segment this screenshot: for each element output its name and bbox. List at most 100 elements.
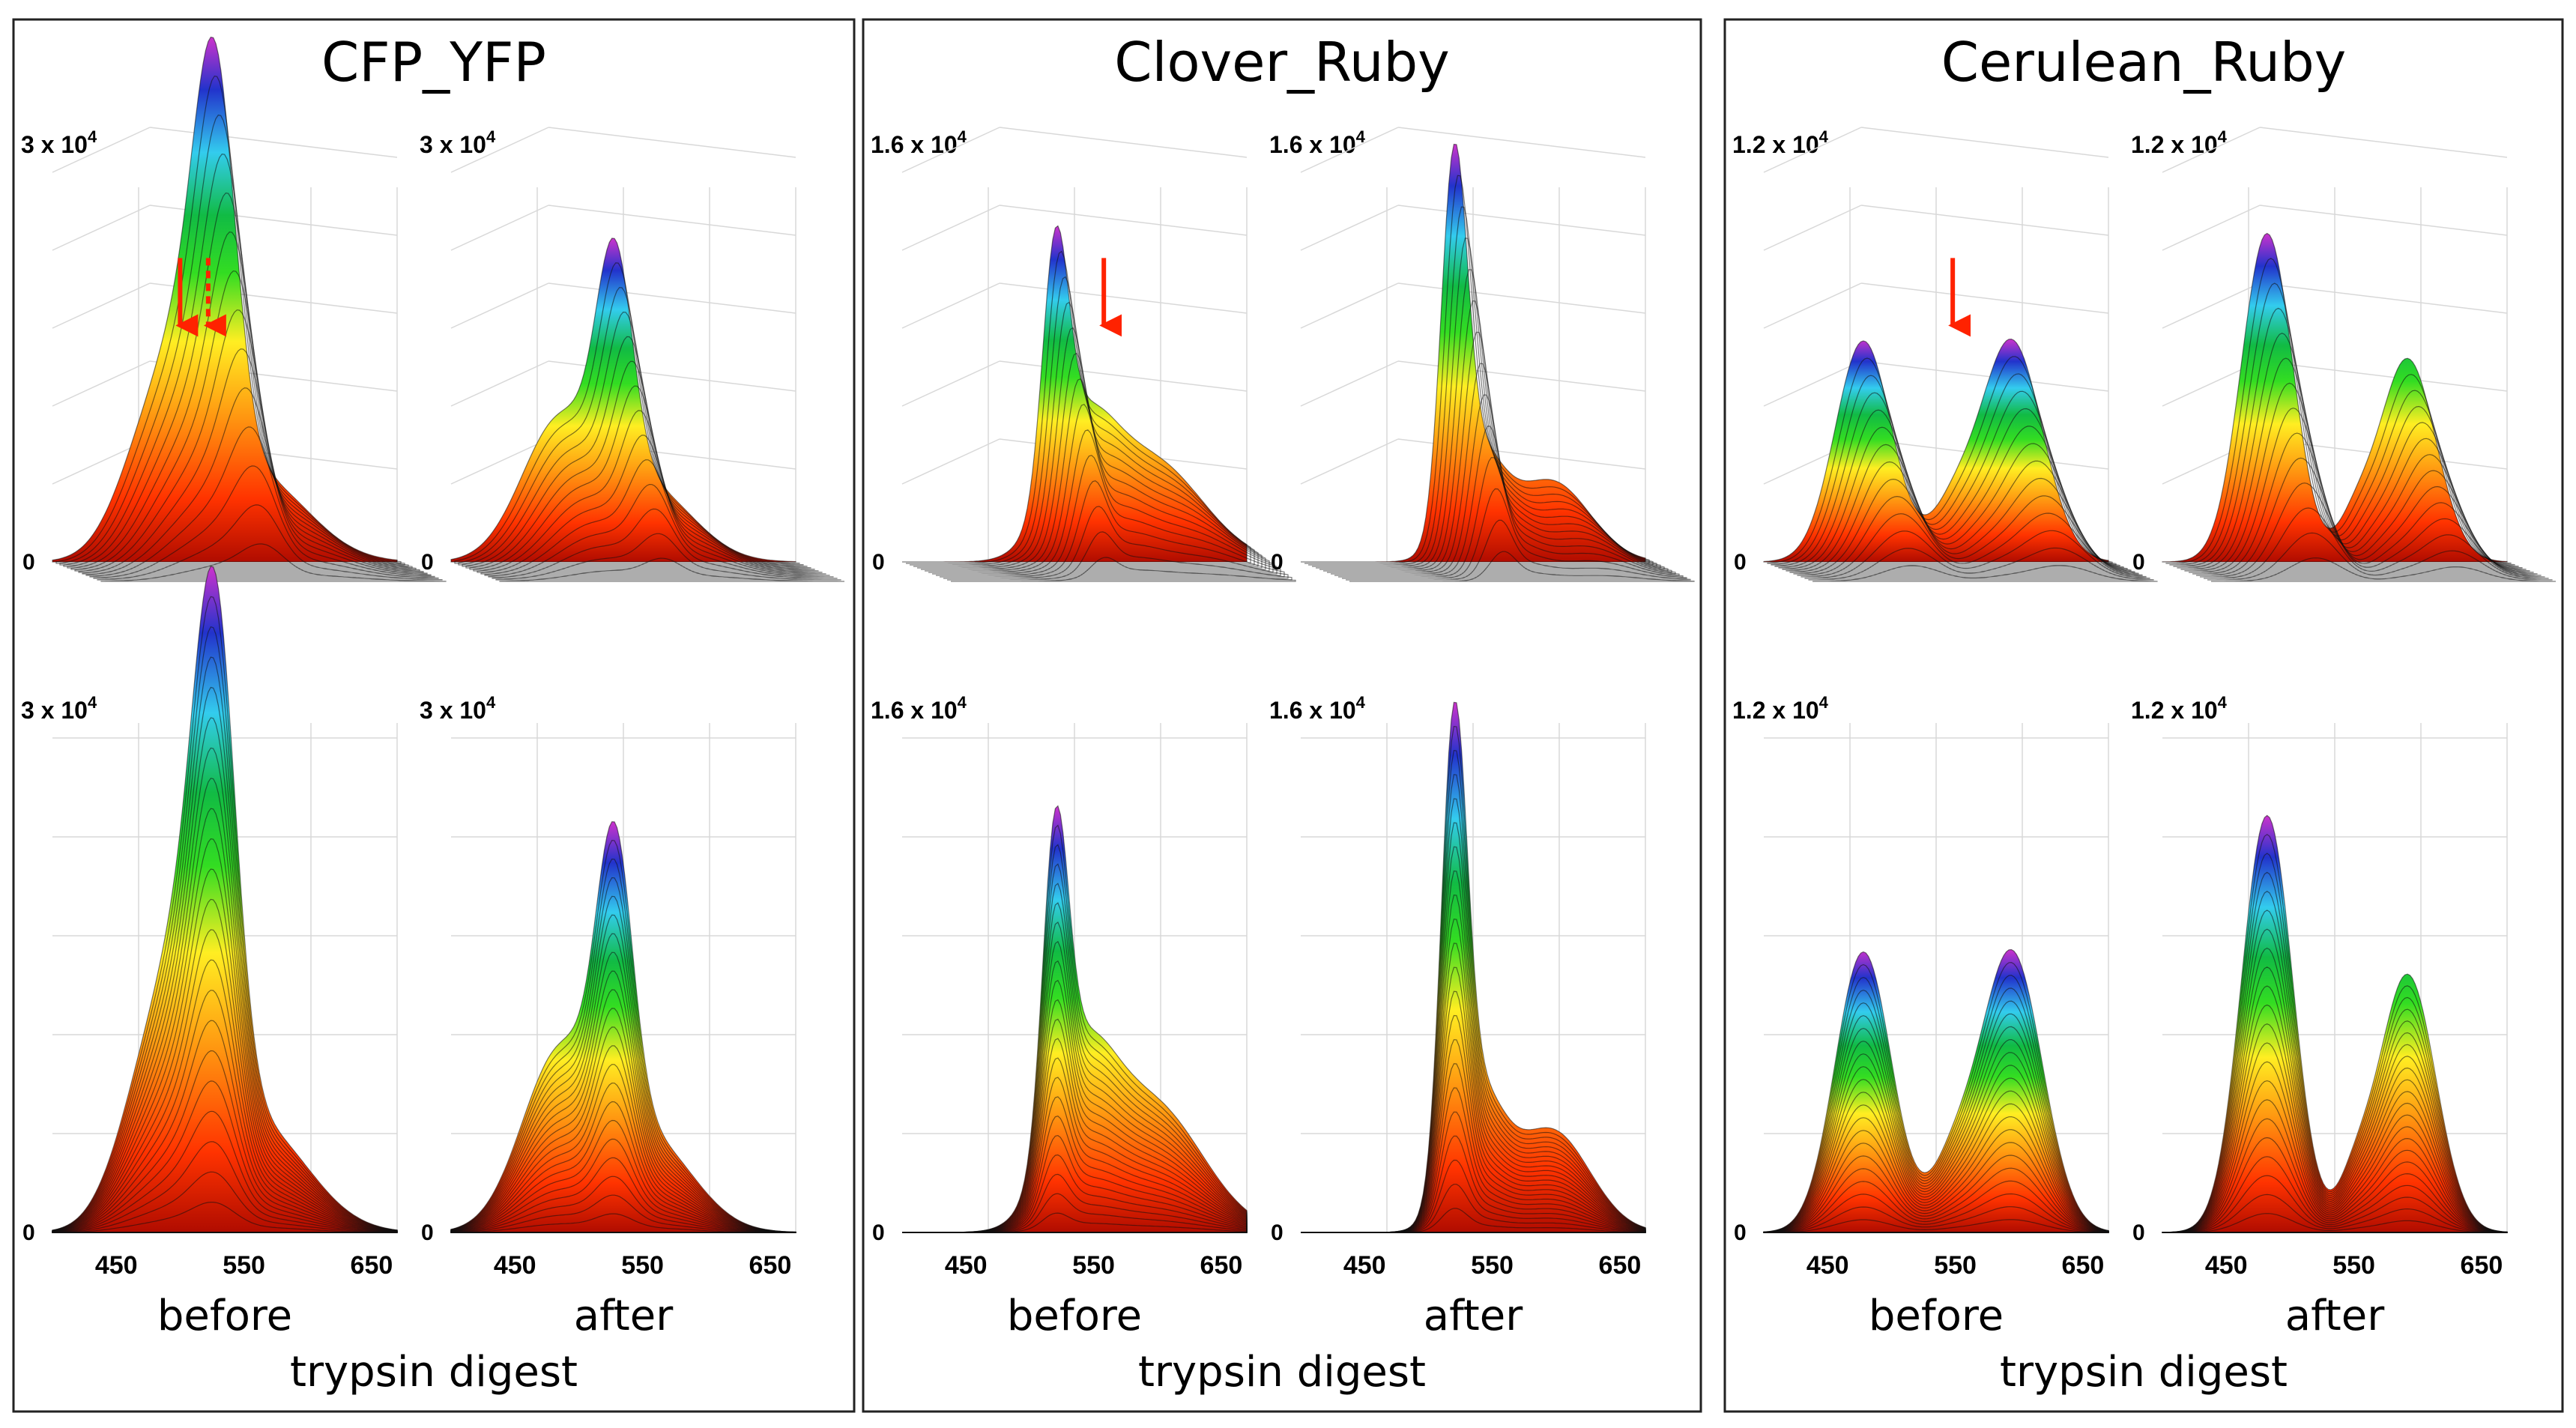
spectrum-layer: [2162, 928, 2508, 1233]
digest-label: trypsin digest: [2000, 1348, 2288, 1397]
x-tick-label: 550: [223, 1251, 265, 1280]
y-zero-label: 0: [1271, 550, 1284, 575]
spectrum-layer: [52, 1080, 398, 1233]
spectrum-layer: [2162, 1061, 2508, 1233]
y-max-exponent: 4: [1819, 127, 1829, 146]
spectrum-layer: [2162, 947, 2508, 1233]
spectrum-layer: [2173, 307, 2519, 567]
gridline: [999, 205, 1248, 236]
gridline: [901, 438, 1000, 485]
y-max-exponent: 4: [88, 127, 97, 146]
digest-label: trypsin digest: [290, 1348, 578, 1397]
spectrum-layer: [469, 360, 815, 570]
spectrum-layer: [1301, 1208, 1646, 1233]
spectrum-layer: [1793, 477, 2139, 575]
spectrum-layer: [52, 898, 398, 1233]
spectrum-layer: [488, 483, 834, 578]
spectrum-layer: [52, 36, 398, 563]
y-max-exponent: 4: [486, 693, 496, 712]
panel-title: Clover_Ruby: [1114, 31, 1450, 94]
spectrum-layer: [925, 378, 1270, 572]
surface-front-view: 1.2 x 104 0 450 550 650: [1732, 693, 2109, 1280]
spectrum-layer: [465, 336, 811, 569]
spectrum-layer: [2162, 1118, 2508, 1233]
spectrum-layer: [1763, 1206, 2109, 1233]
spectrum-layer: [2162, 871, 2508, 1233]
spectrum-layer: [495, 533, 841, 581]
x-tick-label: 450: [945, 1251, 988, 1280]
gridline: [450, 282, 549, 329]
spectrum-layer: [2162, 890, 2508, 1233]
subplot-before: 1.2 x 104 0 1.2 x 104 0 450 550 650 before: [1732, 127, 2158, 1340]
gridline: [1763, 282, 1862, 329]
x-tick-label: 650: [351, 1251, 393, 1280]
spectrum-layer: [1763, 949, 2109, 1233]
spectrum-layer: [2162, 853, 2508, 1233]
spectrum-layer: [928, 403, 1274, 573]
gridline: [901, 282, 1000, 329]
gridline: [1300, 282, 1399, 329]
gridline: [2259, 127, 2508, 158]
spectrum-layer: [1763, 1038, 2109, 1233]
spectrum-layer: [910, 276, 1255, 566]
spectrum-layer: [52, 1110, 398, 1233]
y-max-label: 3 x 104: [420, 693, 496, 724]
x-tick-label: 650: [749, 1251, 792, 1280]
spectrum-layer: [2162, 1099, 2508, 1233]
spectrum-layer: [2192, 432, 2538, 575]
gridline: [1860, 127, 2109, 158]
spectrum-layer: [1763, 338, 2109, 563]
spectrum-layer: [1763, 975, 2109, 1233]
y-zero-label: 0: [872, 550, 885, 575]
surface-3d-view: 1.2 x 104 0: [2131, 127, 2556, 582]
spectrum-layer: [902, 225, 1248, 563]
spectrum-layer: [1349, 551, 1695, 582]
spectrum-layer: [52, 990, 398, 1233]
spectrum-layer: [52, 1202, 398, 1233]
spectrum-layer: [52, 868, 398, 1233]
spectrum-layer: [1801, 512, 2147, 578]
gridline: [149, 127, 398, 158]
spectrum-layer: [1342, 488, 1687, 579]
subplot-before: 3 x 104 0 3 x 104 0 450 550 650 before: [21, 36, 447, 1340]
y-max-exponent: 4: [1356, 693, 1366, 712]
spectrum-layer: [1763, 1155, 2109, 1233]
spectrum-layer: [2204, 507, 2549, 579]
y-zero-label: 0: [22, 550, 35, 575]
spectrum-layer: [943, 506, 1289, 579]
spectrum-layer: [2169, 282, 2515, 566]
gridline: [1397, 282, 1646, 314]
spectrum-layer: [477, 410, 823, 573]
spectrum-layer: [52, 566, 398, 1233]
y-max-label: 3 x 104: [420, 127, 496, 158]
surface-front-view: 3 x 104 0 450 550 650: [21, 566, 398, 1280]
y-zero-label: 0: [1734, 550, 1747, 575]
spectrum-layer: [906, 250, 1251, 564]
spectrum-layer: [52, 778, 398, 1233]
spectrum-layer: [1346, 519, 1691, 581]
spectrum-layer: [1812, 565, 2158, 582]
y-zero-label: 0: [872, 1220, 885, 1245]
gridline: [548, 127, 796, 158]
spectrum-layer: [1804, 530, 2150, 579]
spectrum-layer: [1338, 457, 1684, 578]
spectrum-layer: [67, 192, 413, 569]
y-zero-label: 0: [421, 1220, 434, 1245]
gridline: [2259, 205, 2508, 236]
x-tick-label: 550: [2332, 1251, 2375, 1280]
spectrum-layer: [902, 1212, 1248, 1233]
y-max-exponent: 4: [88, 693, 97, 712]
x-tick-label: 550: [1072, 1251, 1115, 1280]
panel-cerulean-ruby: Cerulean_Ruby 1.2 x 104 0 1.2 x 104 0 450 550 6…: [1723, 18, 2564, 1413]
x-tick-label: 650: [2461, 1251, 2503, 1280]
x-tick-label: 450: [1343, 1251, 1386, 1280]
spectrum-layer: [484, 459, 830, 576]
spectrum-layer: [1763, 1026, 2109, 1233]
spectrum-layer: [1763, 1077, 2109, 1233]
spectrum-layer: [52, 596, 398, 1233]
spectrum-layer: [100, 543, 447, 582]
spectrum-layer: [2200, 482, 2545, 578]
spectrum-layer: [940, 480, 1285, 578]
surface-3d-view: 1.2 x 104 0: [1732, 127, 2158, 582]
x-tick-label: 550: [1471, 1251, 1514, 1280]
